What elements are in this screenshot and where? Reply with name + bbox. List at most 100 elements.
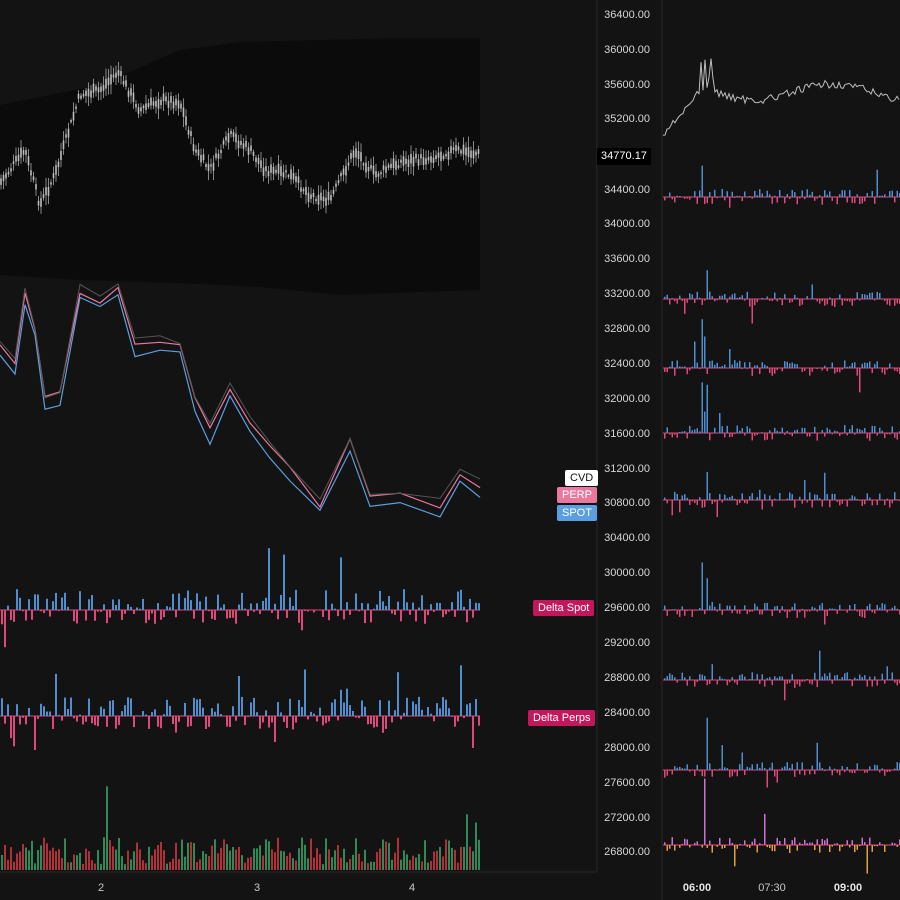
candle-body	[460, 150, 462, 154]
delta-spot-bar	[355, 593, 357, 610]
delta-spot-bar	[193, 610, 195, 619]
x-tick-0600: 06:00	[683, 882, 711, 894]
mini-delta-bar	[809, 433, 811, 437]
mini-delta-bar	[689, 845, 691, 848]
mini-delta-bar	[736, 680, 738, 685]
mini-delta-bar	[816, 197, 818, 199]
delta-perps-bar	[457, 716, 459, 722]
mini-delta-bar	[699, 190, 701, 197]
delta-perps-bar	[100, 706, 102, 716]
mini-delta-bar	[721, 426, 723, 433]
volume-bar	[313, 857, 315, 870]
legend-perp[interactable]: PERP	[557, 487, 597, 503]
price-tick: 31600.00	[604, 428, 650, 440]
mini-delta-bar	[746, 680, 748, 681]
delta-spot-bar	[100, 610, 102, 612]
mini-delta-bar	[664, 296, 666, 299]
mini-delta-bar	[736, 297, 738, 299]
mini-delta-bar	[776, 197, 778, 203]
delta-perps-bar	[232, 706, 234, 716]
candle-body	[125, 80, 127, 87]
mini-delta-bar	[874, 299, 876, 301]
delta-spot-bar	[340, 557, 342, 610]
mini-delta-bar	[691, 770, 693, 771]
volume-bar	[88, 851, 90, 870]
mini-delta-bar	[729, 605, 731, 610]
mini-delta-bar	[709, 361, 711, 368]
candle-body	[5, 173, 7, 179]
candle-body	[122, 81, 125, 85]
delta-perps-bar	[298, 700, 300, 716]
mini-delta-bar	[786, 762, 788, 770]
mini-delta-bar	[789, 680, 791, 683]
volume-bar	[145, 863, 147, 870]
legend-cvd[interactable]: CVD	[565, 470, 599, 486]
candle-body	[80, 95, 82, 99]
mini-delta-bar	[849, 299, 851, 302]
mini-delta-bar	[776, 299, 778, 302]
mini-delta-bar	[761, 674, 763, 680]
delta-spot-bar	[244, 608, 246, 610]
price-tick: 28400.00	[604, 707, 650, 719]
mini-delta-bar	[866, 845, 868, 874]
mini-delta-bar	[804, 427, 806, 433]
volume-bar	[22, 843, 24, 870]
mini-delta-bar	[869, 196, 871, 197]
volume-bar	[409, 860, 411, 870]
mini-delta-bar	[676, 493, 678, 500]
volume-bar	[148, 846, 150, 870]
volume-bar	[298, 848, 300, 870]
delta-perps-bar	[208, 716, 210, 727]
mini-delta-bar	[724, 433, 726, 438]
label-delta-spot[interactable]: Delta Spot	[533, 600, 595, 616]
mini-delta-bar	[866, 770, 868, 773]
delta-spot-bar	[187, 590, 189, 610]
mini-delta-bar	[781, 196, 783, 197]
delta-perps-bar	[145, 714, 147, 716]
delta-perps-bar	[217, 703, 219, 716]
candle-body	[475, 151, 477, 156]
label-delta-perps[interactable]: Delta Perps	[528, 710, 596, 726]
delta-spot-bar	[211, 610, 213, 619]
delta-spot-bar	[238, 604, 240, 610]
delta-perps-bar	[184, 702, 186, 716]
mini-delta-bar	[754, 190, 756, 197]
mini-delta-bar	[894, 843, 896, 845]
mini-delta-bar	[681, 495, 683, 500]
candle-body	[472, 150, 475, 159]
mini-delta-bar	[739, 430, 741, 433]
volume-bar	[121, 856, 123, 870]
candle-body	[282, 172, 285, 178]
mini-delta-bar	[679, 500, 681, 513]
mini-delta-bar	[886, 299, 888, 305]
delta-perps-bar	[292, 716, 294, 730]
legend-spot[interactable]: SPOT	[557, 505, 597, 521]
mini-delta-bar	[874, 197, 876, 204]
mini-delta-bar	[691, 430, 693, 433]
delta-spot-bar	[64, 592, 66, 610]
delta-spot-bar	[388, 596, 390, 610]
mini-delta-bar	[721, 500, 723, 503]
mini-delta-bar	[664, 842, 666, 845]
mini-delta-bar	[896, 845, 898, 847]
current-price-tag: 34770.17	[597, 148, 651, 165]
volume-bar	[430, 860, 432, 870]
mini-delta-bar	[851, 840, 853, 845]
volume-bar	[76, 855, 78, 870]
mini-delta-bar	[839, 194, 841, 197]
price-tick: 30400.00	[604, 532, 650, 544]
mini-delta-bar	[896, 499, 898, 500]
mini-delta-bar	[689, 676, 691, 680]
delta-spot-bar	[154, 610, 156, 624]
delta-perps-bar	[130, 698, 132, 716]
volume-bar	[52, 847, 54, 870]
candle-body	[195, 149, 197, 153]
mini-delta-bar	[831, 770, 833, 776]
volume-bar	[307, 858, 309, 870]
volume-bar	[196, 862, 198, 870]
candle-body	[295, 176, 297, 182]
candle-body	[307, 192, 310, 202]
price-axis[interactable]: 36400.0036000.0035600.0035200.0034400.00…	[604, 9, 650, 858]
volume-bar	[292, 858, 294, 870]
